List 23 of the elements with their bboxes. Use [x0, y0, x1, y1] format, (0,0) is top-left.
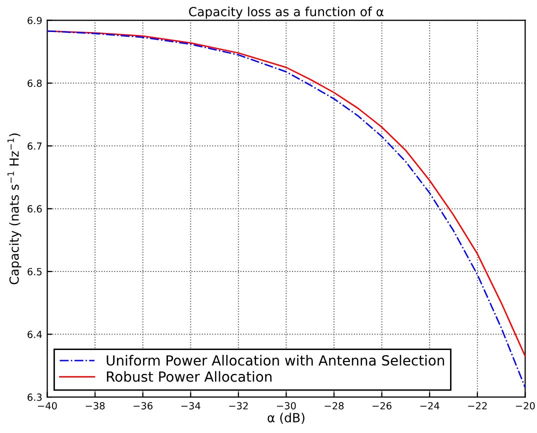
x-tick-label: −28 — [324, 402, 344, 410]
y-tick-label: 6.9 — [28, 16, 42, 24]
x-axis-title: α (dB) — [268, 412, 304, 424]
legend-label: Robust Power Allocation — [106, 371, 272, 382]
x-tick-label: −30 — [276, 402, 296, 410]
x-tick-label: −20 — [516, 402, 535, 410]
y-tick-label: 6.3 — [28, 394, 42, 401]
chart-title: Capacity loss as a function of α — [189, 6, 384, 19]
y-axis-title: Capacity (nats s$^{−1}$ Hz$^{−1}$) — [8, 134, 22, 284]
y-tick-label: 6.8 — [28, 80, 42, 87]
x-tick-label: −24 — [420, 402, 440, 410]
y-tick-label: 6.5 — [28, 268, 42, 276]
x-tick-label: −22 — [468, 402, 487, 410]
x-tick-label: −38 — [86, 402, 105, 410]
x-tick-label: −32 — [229, 402, 248, 410]
y-tick-label: 6.4 — [28, 330, 42, 338]
y-tick-label: 6.7 — [28, 142, 42, 150]
x-tick-label: −26 — [372, 402, 392, 410]
x-tick-label: −40 — [38, 402, 57, 410]
legend-label: Uniform Power Allocation with Antenna Selection — [106, 354, 444, 366]
y-tick-label: 6.6 — [28, 205, 42, 213]
x-tick-label: −34 — [181, 402, 200, 410]
x-tick-label: −36 — [134, 402, 152, 410]
